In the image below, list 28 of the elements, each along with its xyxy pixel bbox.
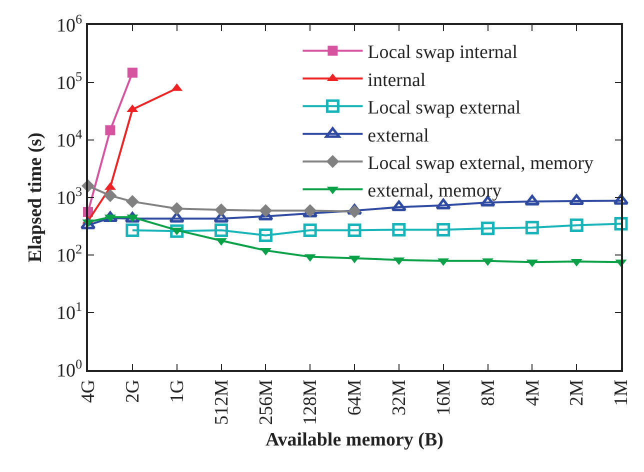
x-tick-label: 64M: [344, 380, 366, 416]
y-tick-label: 10$^{5}$: [56, 69, 83, 94]
y-tick-label: 10$^{0}$: [56, 356, 83, 382]
x-tick-label: 32M: [389, 380, 410, 416]
y-tick-label: 10$^{4}$: [56, 126, 83, 152]
x-tick-label: 16M: [434, 380, 455, 416]
legend-label: external: [368, 125, 429, 146]
x-tick-label: 2M: [566, 380, 588, 406]
y-tick-label: 10$^{2}$: [56, 242, 82, 267]
x-tick-label: 4M: [522, 380, 544, 406]
x-tick-label: 256M: [256, 380, 277, 426]
x-tick-label: 512M: [211, 380, 232, 426]
y-tick-label: 10$^{6}$: [56, 12, 83, 37]
x-tick-label: 8M: [478, 380, 499, 406]
x-tick-label: 2G: [122, 379, 144, 403]
x-tick-label: 4G: [78, 379, 100, 403]
y-axis-title: Elapsed time (s): [24, 132, 46, 262]
legend-label: Local swap internal: [368, 42, 518, 64]
x-tick-label: 1M: [611, 380, 632, 406]
x-axis-title: Available memory (B): [266, 429, 444, 450]
legend-label: Local swap external: [368, 98, 521, 119]
legend-label: external, memory: [368, 180, 502, 202]
x-tick-label: 1G: [167, 379, 188, 403]
legend-label: Local swap external, memory: [368, 152, 594, 174]
x-tick-label: 128M: [300, 380, 322, 426]
y-tick-label: 10$^{3}$: [56, 184, 83, 210]
y-tick-label: 10$^{1}$: [56, 299, 82, 324]
legend-label: internal: [368, 70, 426, 91]
